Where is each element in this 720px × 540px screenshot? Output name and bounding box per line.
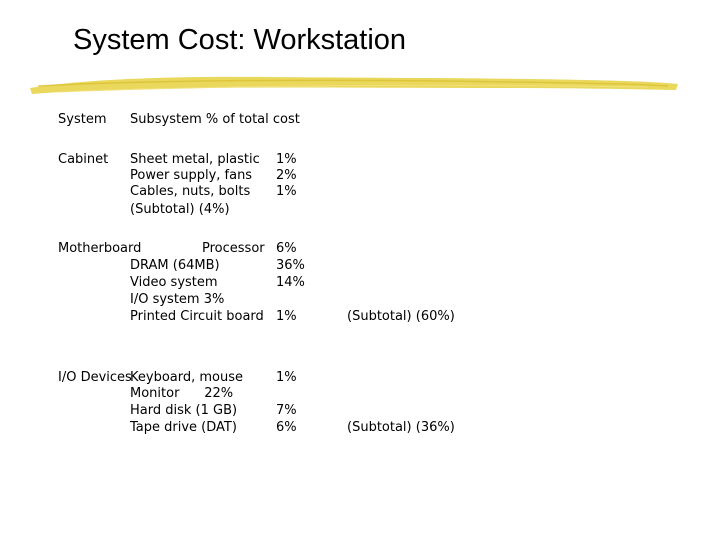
slide-title: System Cost: Workstation xyxy=(73,24,407,56)
cabinet-subtotal: (Subtotal) (4%) xyxy=(130,202,230,217)
cabinet-item: Power supply, fans xyxy=(130,168,253,183)
io-devices-item: Monitor 22% xyxy=(130,386,234,401)
motherboard-subtotal: (Subtotal) (60%) xyxy=(347,309,455,324)
motherboard-percent: 6% xyxy=(276,241,297,256)
title-underline-brushstroke xyxy=(30,76,678,94)
cabinet-item: Sheet metal, plastic xyxy=(130,152,260,167)
cabinet-item: Cables, nuts, bolts xyxy=(130,184,251,199)
motherboard-percent: 1% xyxy=(276,309,297,324)
io-devices-percent: 6% xyxy=(276,420,297,435)
io-devices-percent: 1% xyxy=(276,370,297,385)
motherboard-percent: 14% xyxy=(276,275,305,290)
header-subsystem-percent: Subsystem % of total cost xyxy=(130,112,300,127)
header-system: System xyxy=(58,112,107,127)
motherboard-item: DRAM (64MB) xyxy=(130,258,220,273)
io-devices-item: Tape drive (DAT) xyxy=(130,420,237,435)
motherboard-item: Video system xyxy=(130,275,218,290)
io-devices-percent: 7% xyxy=(276,403,297,418)
motherboard-percent: 36% xyxy=(276,258,305,273)
io-devices-item: Keyboard, mouse xyxy=(130,370,244,385)
motherboard-item: I/O system 3% xyxy=(130,292,225,307)
cabinet-percent: 1% xyxy=(276,152,297,167)
motherboard-item: Printed Circuit board xyxy=(130,309,264,324)
system-motherboard: Motherboard xyxy=(58,241,142,256)
cabinet-percent: 1% xyxy=(276,184,297,199)
motherboard-item: Processor xyxy=(202,241,265,256)
io-devices-item: Hard disk (1 GB) xyxy=(130,403,238,418)
system-cabinet: Cabinet xyxy=(58,152,109,167)
cabinet-percent: 2% xyxy=(276,168,297,183)
io-devices-subtotal: (Subtotal) (36%) xyxy=(347,420,455,435)
system-io-devices: I/O Devices xyxy=(58,370,132,385)
